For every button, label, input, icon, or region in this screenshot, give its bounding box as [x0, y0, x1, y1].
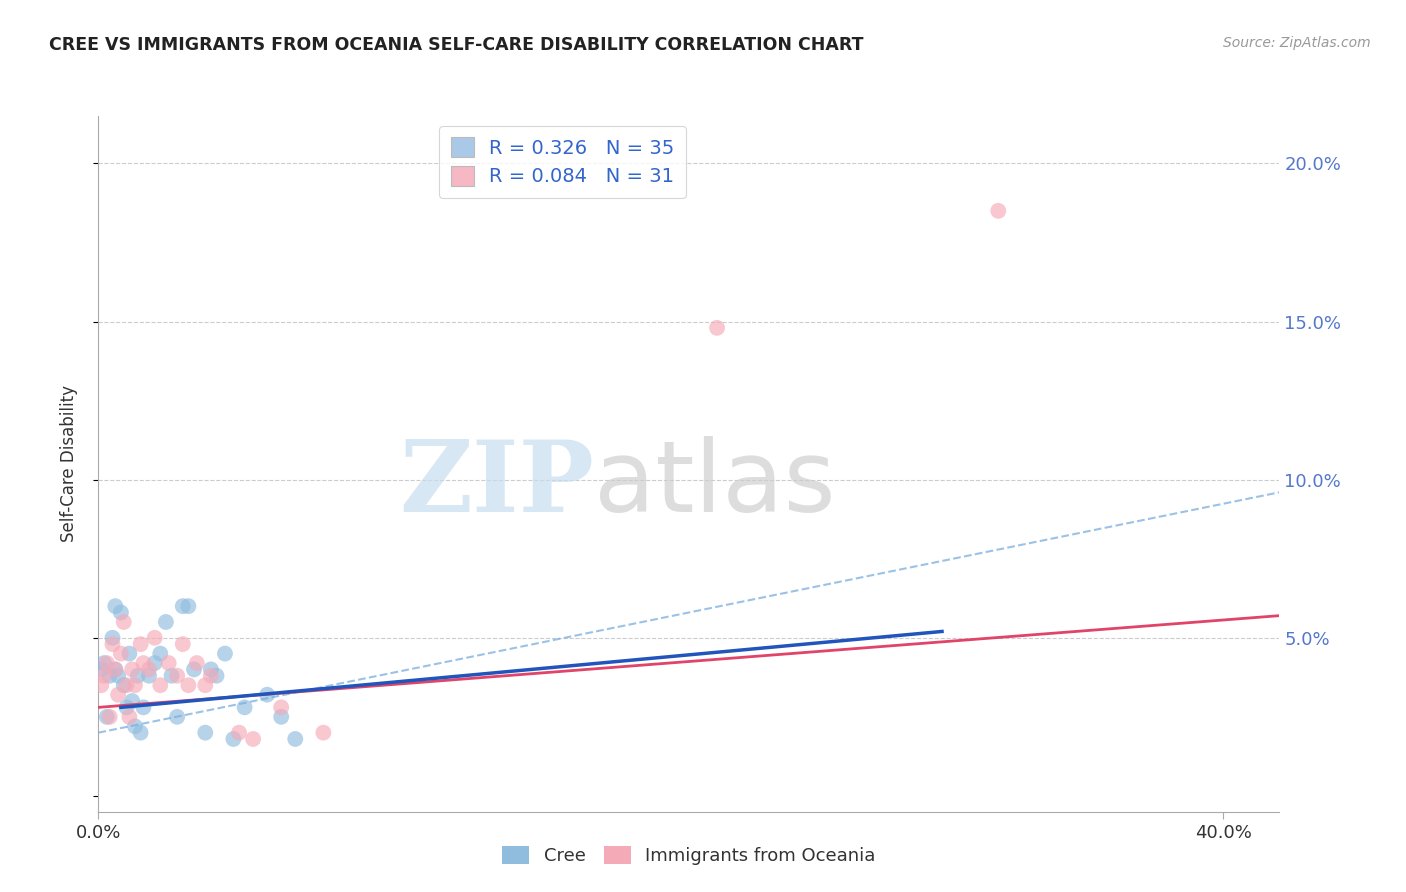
Point: [93, 656, 115, 670]
Point: [312, 725, 335, 739]
Point: [110, 606, 132, 620]
Point: [96, 656, 118, 670]
Point: [129, 725, 152, 739]
Legend: Cree, Immigrants from Oceania: Cree, Immigrants from Oceania: [495, 838, 883, 872]
Point: [138, 669, 160, 683]
Point: [112, 678, 135, 692]
Point: [112, 615, 135, 629]
Point: [233, 700, 256, 714]
Point: [166, 669, 188, 683]
Point: [205, 669, 228, 683]
Point: [270, 700, 292, 714]
Point: [194, 725, 217, 739]
Point: [93, 669, 115, 683]
Point: [115, 678, 138, 692]
Point: [127, 669, 149, 683]
Point: [270, 710, 292, 724]
Point: [98, 710, 121, 724]
Point: [104, 662, 127, 676]
Point: [155, 615, 177, 629]
Point: [987, 203, 1010, 218]
Y-axis label: Self-Care Disability: Self-Care Disability: [59, 385, 77, 542]
Point: [107, 688, 129, 702]
Point: [177, 599, 200, 614]
Point: [200, 669, 222, 683]
Point: [186, 656, 208, 670]
Point: [90, 662, 112, 676]
Point: [183, 662, 205, 676]
Point: [96, 710, 118, 724]
Point: [98, 669, 121, 683]
Point: [138, 662, 160, 676]
Text: CREE VS IMMIGRANTS FROM OCEANIA SELF-CARE DISABILITY CORRELATION CHART: CREE VS IMMIGRANTS FROM OCEANIA SELF-CAR…: [49, 36, 863, 54]
Text: atlas: atlas: [595, 436, 837, 533]
Point: [228, 725, 250, 739]
Point: [706, 321, 728, 335]
Point: [118, 647, 141, 661]
Point: [160, 669, 183, 683]
Point: [132, 700, 155, 714]
Point: [118, 710, 141, 724]
Point: [172, 599, 194, 614]
Point: [157, 656, 180, 670]
Point: [242, 731, 264, 746]
Point: [194, 678, 217, 692]
Text: Source: ZipAtlas.com: Source: ZipAtlas.com: [1223, 36, 1371, 50]
Point: [172, 637, 194, 651]
Point: [124, 678, 146, 692]
Point: [90, 678, 112, 692]
Point: [121, 694, 143, 708]
Point: [166, 710, 188, 724]
Point: [132, 656, 155, 670]
Point: [256, 688, 278, 702]
Point: [200, 662, 222, 676]
Point: [222, 731, 245, 746]
Text: ZIP: ZIP: [399, 436, 595, 533]
Point: [101, 637, 124, 651]
Point: [214, 647, 236, 661]
Point: [115, 700, 138, 714]
Point: [143, 631, 166, 645]
Point: [177, 678, 200, 692]
Point: [107, 669, 129, 683]
Point: [104, 599, 127, 614]
Point: [110, 647, 132, 661]
Point: [129, 637, 152, 651]
Point: [104, 662, 127, 676]
Point: [149, 647, 172, 661]
Point: [124, 719, 146, 733]
Point: [149, 678, 172, 692]
Point: [284, 731, 307, 746]
Point: [143, 656, 166, 670]
Point: [121, 662, 143, 676]
Point: [101, 631, 124, 645]
